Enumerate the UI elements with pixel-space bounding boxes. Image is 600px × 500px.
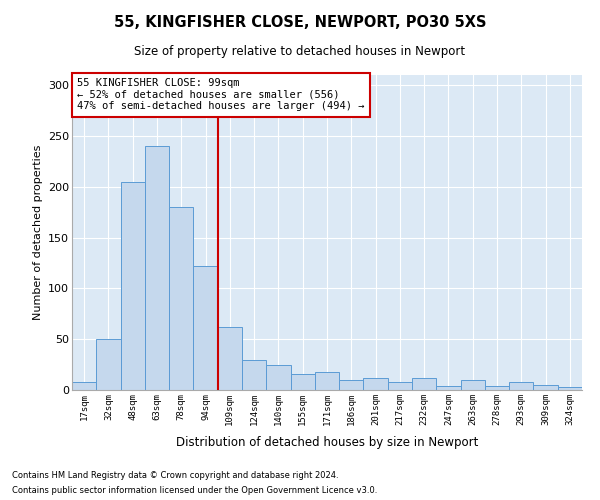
Y-axis label: Number of detached properties: Number of detached properties xyxy=(32,145,43,320)
Bar xyxy=(533,385,558,390)
Bar xyxy=(193,266,218,390)
Bar xyxy=(485,386,509,390)
Text: 55 KINGFISHER CLOSE: 99sqm
← 52% of detached houses are smaller (556)
47% of sem: 55 KINGFISHER CLOSE: 99sqm ← 52% of deta… xyxy=(77,78,365,112)
Bar xyxy=(388,382,412,390)
Bar xyxy=(315,372,339,390)
Bar xyxy=(509,382,533,390)
Bar xyxy=(266,364,290,390)
Bar xyxy=(218,327,242,390)
Bar xyxy=(364,378,388,390)
Bar xyxy=(121,182,145,390)
Text: 55, KINGFISHER CLOSE, NEWPORT, PO30 5XS: 55, KINGFISHER CLOSE, NEWPORT, PO30 5XS xyxy=(114,15,486,30)
Bar xyxy=(290,374,315,390)
Bar xyxy=(72,382,96,390)
Bar xyxy=(461,380,485,390)
Bar xyxy=(145,146,169,390)
Bar xyxy=(169,207,193,390)
Bar xyxy=(558,387,582,390)
Text: Size of property relative to detached houses in Newport: Size of property relative to detached ho… xyxy=(134,45,466,58)
Bar xyxy=(436,386,461,390)
Bar xyxy=(242,360,266,390)
Bar xyxy=(96,339,121,390)
X-axis label: Distribution of detached houses by size in Newport: Distribution of detached houses by size … xyxy=(176,436,478,449)
Text: Contains HM Land Registry data © Crown copyright and database right 2024.: Contains HM Land Registry data © Crown c… xyxy=(12,471,338,480)
Bar xyxy=(339,380,364,390)
Bar xyxy=(412,378,436,390)
Text: Contains public sector information licensed under the Open Government Licence v3: Contains public sector information licen… xyxy=(12,486,377,495)
